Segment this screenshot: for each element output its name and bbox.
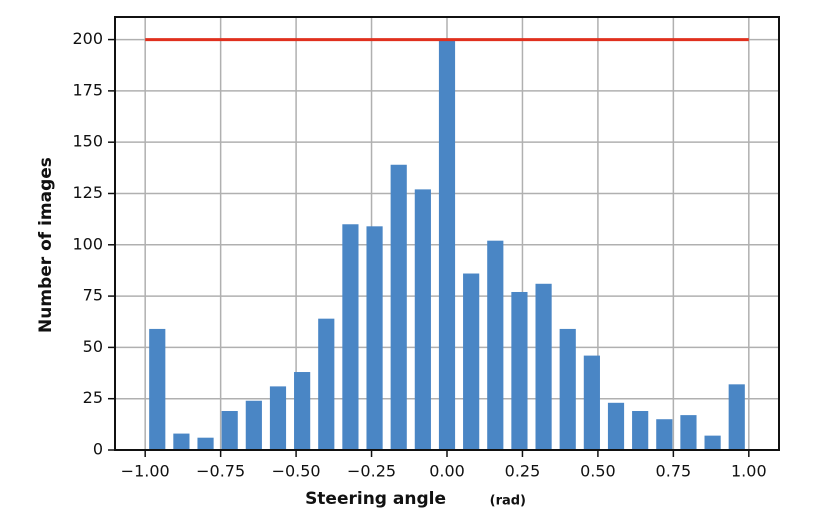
bar <box>607 402 625 450</box>
x-axis-label: Steering angle <box>305 489 446 509</box>
x-axis-unit: (rad) <box>490 494 526 509</box>
bar <box>704 435 721 450</box>
bar <box>728 384 745 450</box>
bar <box>656 419 673 450</box>
x-tick-label: 1.00 <box>731 462 767 481</box>
y-tick-label: 0 <box>93 440 103 459</box>
x-tick-label: 0.25 <box>505 462 541 481</box>
bar <box>632 411 649 450</box>
y-tick-label: 50 <box>83 337 103 356</box>
y-tick-label: 200 <box>72 29 103 48</box>
x-tick-label: 0.50 <box>580 462 616 481</box>
y-axis-label: Number of images <box>36 157 56 333</box>
bar <box>559 328 576 450</box>
bar <box>438 39 456 451</box>
y-tick-label: 150 <box>72 132 103 151</box>
x-tick-label: −0.25 <box>347 462 396 481</box>
bar <box>535 283 552 450</box>
y-tick-label: 75 <box>83 286 103 305</box>
bar <box>414 189 431 450</box>
bar <box>197 437 214 450</box>
y-tick-label: 175 <box>72 80 103 99</box>
bar <box>173 433 190 450</box>
x-tick-label: 0.00 <box>429 462 465 481</box>
bar <box>511 291 528 450</box>
bar <box>221 411 238 450</box>
y-tick-label: 25 <box>83 388 103 407</box>
bar <box>318 318 335 450</box>
y-tick-label: 125 <box>72 183 103 202</box>
bar <box>149 328 166 450</box>
bar <box>342 224 359 450</box>
y-tick-label: 100 <box>72 234 103 253</box>
bar <box>680 415 697 450</box>
x-tick-label: 0.75 <box>656 462 692 481</box>
x-tick-label: −0.75 <box>196 462 245 481</box>
x-tick-label: −0.50 <box>272 462 321 481</box>
bar <box>245 400 262 450</box>
bar <box>269 386 287 450</box>
bar <box>390 164 407 451</box>
bar <box>366 226 383 450</box>
bar <box>487 240 504 450</box>
bar <box>294 372 311 450</box>
bar <box>583 355 600 450</box>
bar <box>463 273 480 450</box>
plot-frame <box>114 16 780 451</box>
x-tick-label: −1.00 <box>121 462 170 481</box>
